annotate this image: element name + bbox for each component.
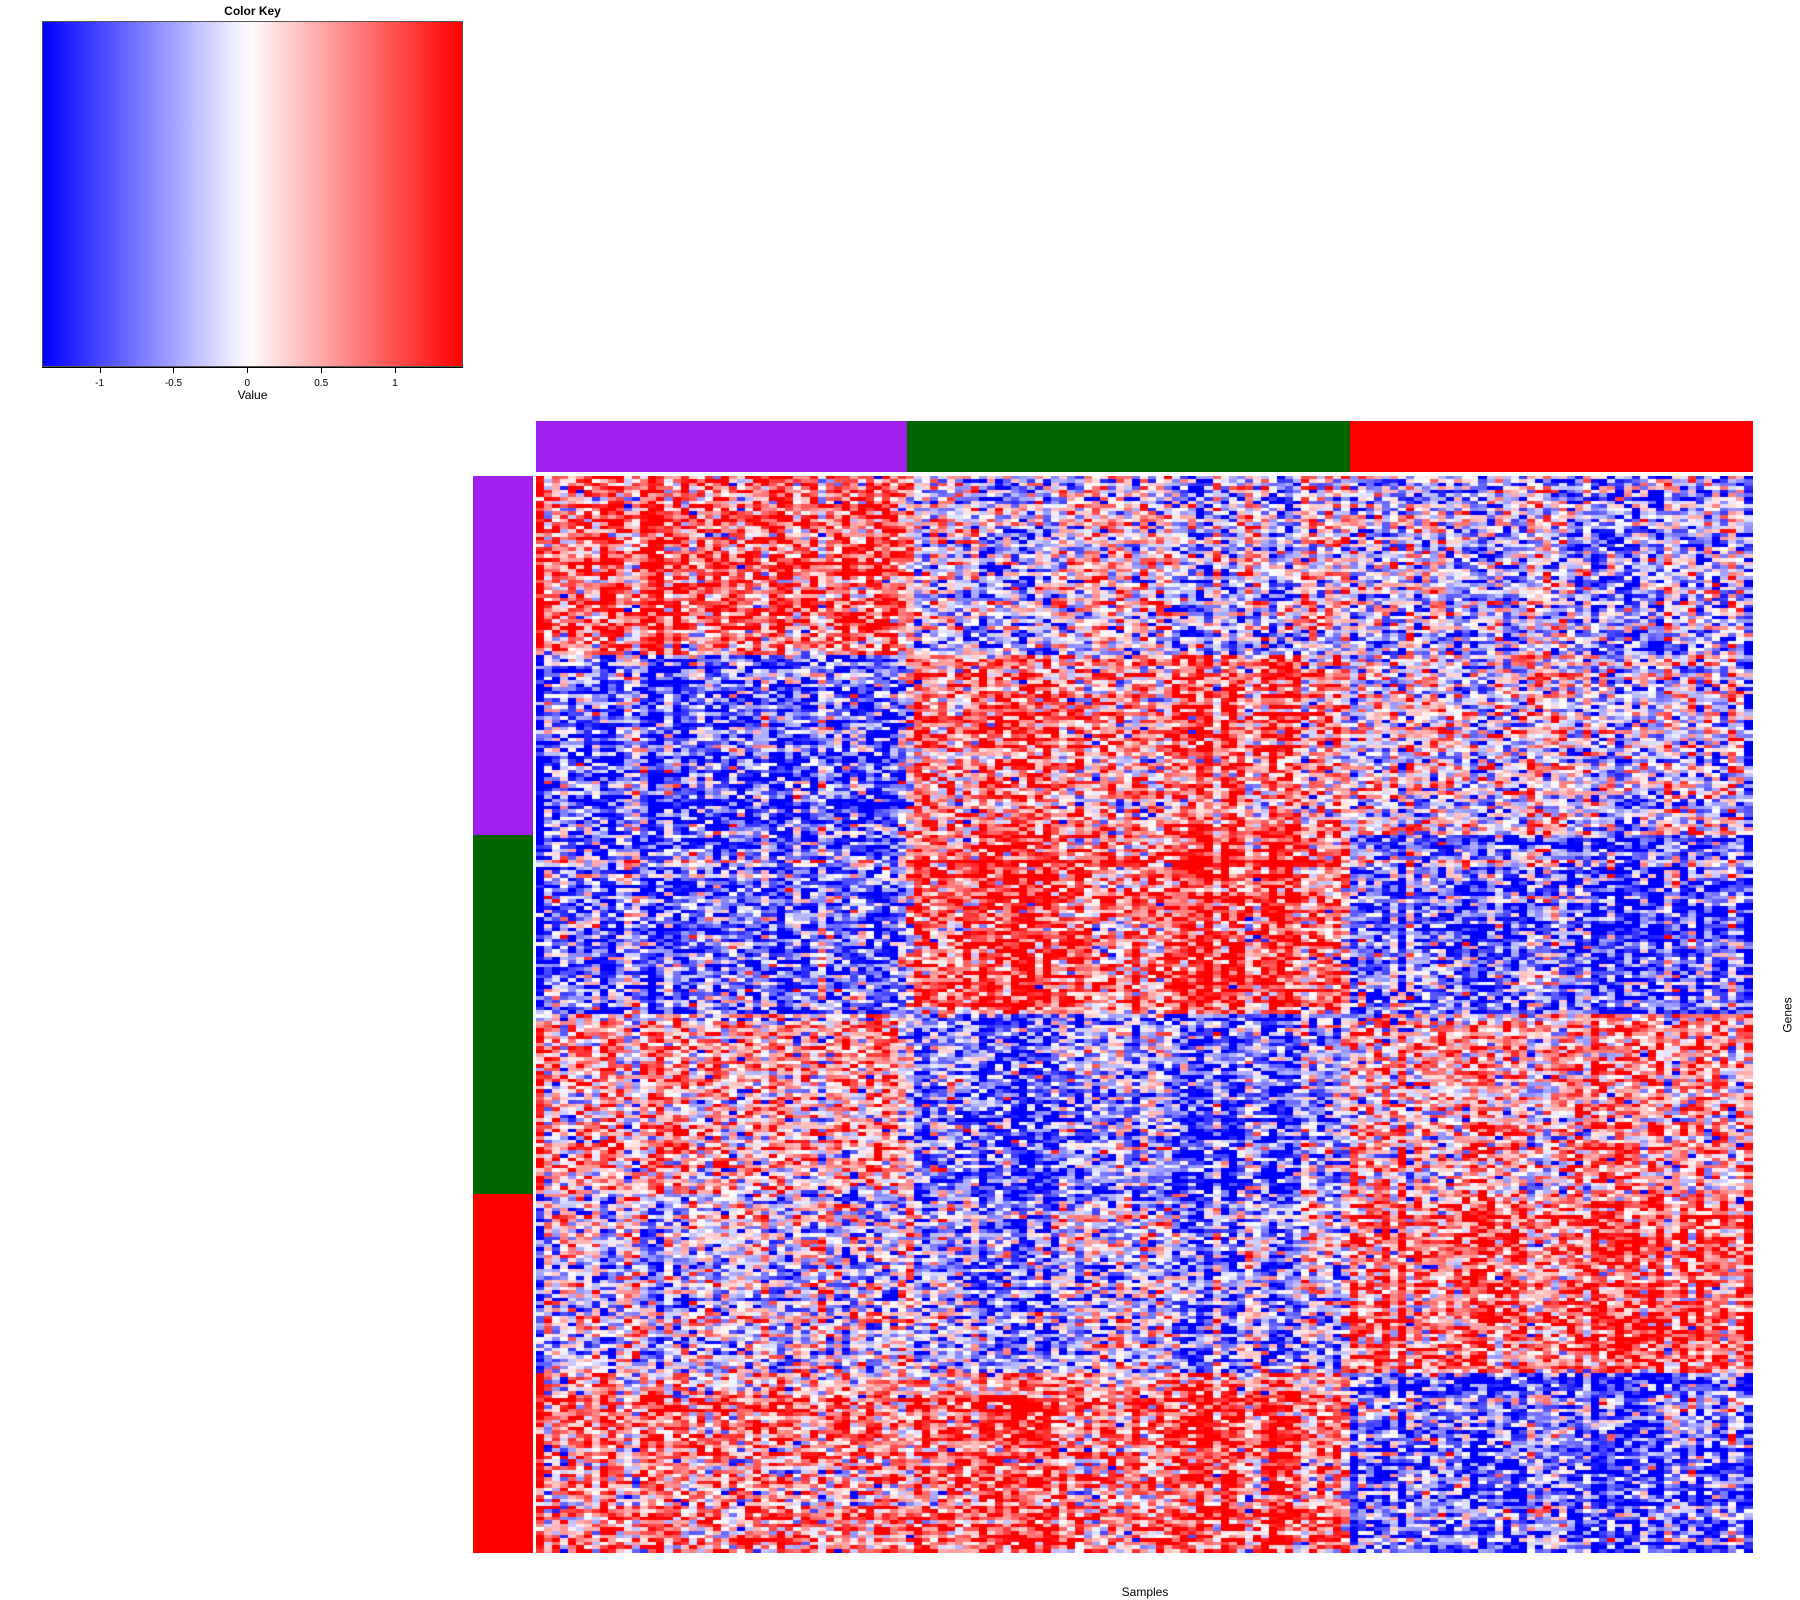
row-group-bar xyxy=(473,835,533,1194)
row-group-bar xyxy=(473,476,533,835)
x-axis-label: Samples xyxy=(1121,1585,1169,1599)
color-key-tick xyxy=(173,367,175,373)
color-key-tick xyxy=(247,367,249,373)
color-key-xlabel: Value xyxy=(237,388,268,402)
color-key-tick xyxy=(395,367,397,373)
color-key-tick xyxy=(321,367,323,373)
color-key-gradient xyxy=(42,21,463,367)
heatmap-cells xyxy=(536,476,1753,1553)
column-group-bar xyxy=(906,421,1350,472)
color-key-tick-label: -0.5 xyxy=(164,378,183,389)
column-group-bar xyxy=(1350,421,1753,472)
y-axis-label: Genes xyxy=(1780,997,1795,1033)
color-key-tick-label: 0 xyxy=(244,378,251,389)
color-key-title: Color Key xyxy=(224,4,281,18)
color-key-axis xyxy=(42,367,463,368)
color-key-tick-label: 0.5 xyxy=(314,378,329,389)
column-group-bar xyxy=(536,421,907,472)
color-key-tick xyxy=(99,367,101,373)
color-key-tick-label: 1 xyxy=(392,378,398,389)
color-key-tick-label: -1 xyxy=(95,378,105,389)
row-group-bar xyxy=(473,1194,533,1553)
